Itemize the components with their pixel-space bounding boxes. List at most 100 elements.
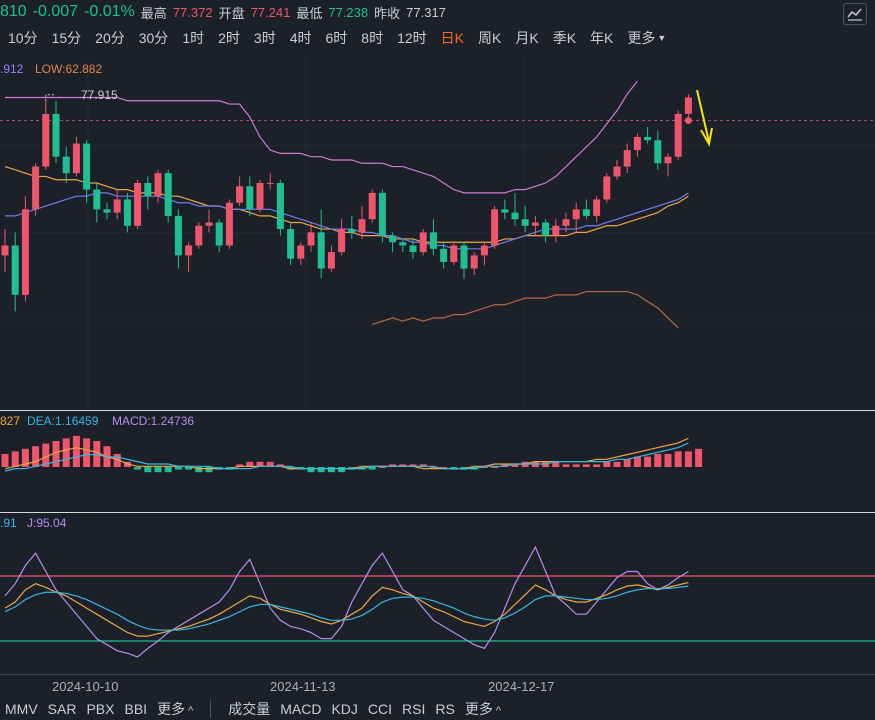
macd-bar — [409, 464, 417, 467]
period-tab[interactable]: 12时 — [397, 30, 427, 46]
candle-body — [542, 222, 550, 236]
indicator-tab[interactable]: RSI — [402, 700, 426, 717]
indicator-tab[interactable]: MACD — [280, 700, 322, 717]
candle-body — [11, 245, 19, 295]
macd-bar — [368, 467, 376, 470]
candle-body — [338, 229, 346, 253]
macd-bar — [32, 446, 40, 467]
candle-body — [185, 245, 193, 256]
indicator-settings-icon[interactable] — [843, 3, 867, 25]
d-line — [4, 585, 689, 631]
candle-body — [276, 183, 284, 230]
macd-bar — [664, 454, 672, 467]
price-chart-panel[interactable]: .912 LOW:62.882 77.915 — [0, 58, 875, 410]
candle-body — [113, 199, 121, 213]
candle-body — [593, 199, 601, 216]
indicator-tab[interactable]: MMV — [5, 700, 38, 717]
candle-body — [654, 140, 662, 164]
period-tab[interactable]: 15分 — [51, 30, 82, 46]
period-tab[interactable]: 1时 — [182, 30, 205, 46]
band-upper-line — [5, 80, 638, 194]
more-label: 更多 — [627, 30, 656, 46]
macd-bar — [327, 467, 335, 473]
more-overlays-button[interactable]: 更多 ^ — [157, 699, 193, 719]
period-tab[interactable]: 4时 — [289, 30, 312, 46]
ma-slow-line — [4, 165, 689, 243]
macd-bar — [317, 467, 325, 473]
period-tab[interactable]: 日K — [440, 30, 465, 46]
macd-bar — [144, 467, 152, 473]
peak-label: 77.915 — [81, 88, 118, 102]
candle-body — [266, 183, 274, 185]
macd-bar — [674, 451, 682, 467]
candle-body — [256, 183, 264, 210]
candle-body — [440, 248, 448, 262]
candle-body — [225, 202, 233, 246]
candle-body — [531, 222, 539, 226]
candle-body — [460, 245, 468, 269]
candle-body — [501, 209, 509, 213]
indicator-tab[interactable]: PBX — [86, 700, 115, 717]
period-tab[interactable]: 6时 — [325, 30, 348, 46]
more-periods-button[interactable]: 更多 ▼ — [627, 28, 666, 48]
more-indicators-button[interactable]: 更多 ^ — [465, 699, 501, 719]
period-tab[interactable]: 3时 — [253, 30, 276, 46]
chevron-up-icon: ^ — [188, 704, 194, 717]
j-line — [4, 545, 689, 658]
indicator-tab[interactable]: RS — [435, 700, 455, 717]
kdj-panel[interactable]: .91 J:95.04 — [0, 512, 875, 675]
macd-bar — [501, 464, 509, 467]
indicator-tab[interactable]: SAR — [47, 700, 77, 717]
indicator-tab[interactable]: KDJ — [331, 700, 358, 717]
period-tab[interactable]: 月K — [515, 30, 539, 46]
macd-legend-macd: MACD:1.24736 — [112, 414, 195, 428]
period-tab[interactable]: 季K — [552, 30, 577, 46]
macd-chart-svg — [1, 435, 703, 473]
kdj-legend-j: J:95.04 — [27, 516, 67, 530]
period-tab[interactable]: 8时 — [361, 30, 384, 46]
candle-body — [491, 209, 499, 246]
period-tab[interactable]: 30分 — [138, 30, 169, 46]
candle-body — [103, 209, 111, 213]
macd-bar — [185, 467, 193, 470]
kdj-legend-partial: .91 — [0, 516, 17, 530]
macd-panel[interactable]: 827 DEA:1.16459 MACD:1.24736 — [0, 410, 875, 513]
macd-bar — [307, 467, 315, 473]
indicator-tab[interactable]: CCI — [367, 700, 393, 717]
period-tab[interactable]: 2时 — [218, 30, 240, 46]
macd-bar — [419, 464, 427, 467]
candle-body — [83, 143, 91, 190]
indicator-tab[interactable]: BBI — [124, 700, 148, 717]
candle-body — [562, 219, 570, 226]
macd-bar — [562, 464, 570, 467]
period-tab[interactable]: 周K — [478, 30, 502, 46]
k-line — [4, 581, 689, 637]
period-tab[interactable]: 20分 — [95, 30, 125, 46]
macd-bar — [491, 467, 499, 468]
period-tabs: 10分 15分 20分 30分 1时 2时 3时 4时 6时 8时 12时 日K 周K 月K 季K 年K 更多 ▼ — [0, 26, 672, 50]
more-label: 更多 — [464, 700, 493, 717]
indicator-tab[interactable]: 成交量 — [228, 700, 271, 717]
high-value: 77.372 — [172, 4, 213, 20]
macd-bar — [276, 464, 284, 467]
macd-bar — [1, 454, 9, 467]
period-tab[interactable]: 年K — [590, 30, 614, 46]
macd-bar — [164, 467, 172, 473]
candle-body — [419, 232, 427, 253]
candle-body — [399, 242, 407, 246]
macd-legend-dea: DEA:1.16459 — [27, 414, 99, 428]
main-legend-partial: .912 — [0, 62, 24, 76]
period-tab[interactable]: 10分 — [8, 30, 38, 46]
open-label: 开盘 — [218, 5, 245, 21]
candle-body — [633, 136, 641, 151]
candle-body — [287, 229, 295, 259]
candle-body — [123, 199, 131, 226]
chevron-down-icon: ▼ — [657, 33, 667, 43]
macd-bar — [511, 464, 519, 467]
candle-body — [358, 219, 366, 233]
macd-bar — [572, 464, 580, 467]
chevron-up-icon: ^ — [495, 704, 502, 717]
macd-bar — [83, 438, 91, 467]
macd-bar — [52, 441, 60, 467]
candle-body — [62, 156, 70, 174]
